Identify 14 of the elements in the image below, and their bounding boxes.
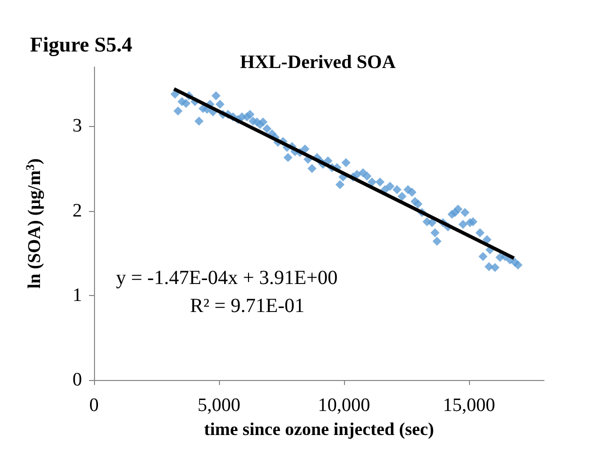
annotation: R² = 9.71E-01 (190, 295, 304, 317)
chart-title: HXL-Derived SOA (240, 52, 396, 73)
y-tick-label: 3 (72, 116, 82, 137)
x-tick-label: 10,000 (318, 395, 370, 416)
annotation: y = -1.47E-04x + 3.91E+00 (116, 267, 338, 289)
y-axis-title: ln (SOA) (μg/m3) (23, 158, 44, 289)
caption: Figure S5.4 (30, 32, 133, 56)
x-axis-title: time since ozone injected (sec) (204, 418, 434, 439)
x-tick-label: 15,000 (442, 395, 496, 416)
y-tick-label: 1 (72, 284, 82, 306)
y-tick-label: 2 (72, 200, 82, 222)
x-tick-label: 0 (89, 395, 99, 416)
x-tick-label: 5,000 (198, 395, 240, 416)
y-tick-label: 0 (72, 370, 82, 390)
